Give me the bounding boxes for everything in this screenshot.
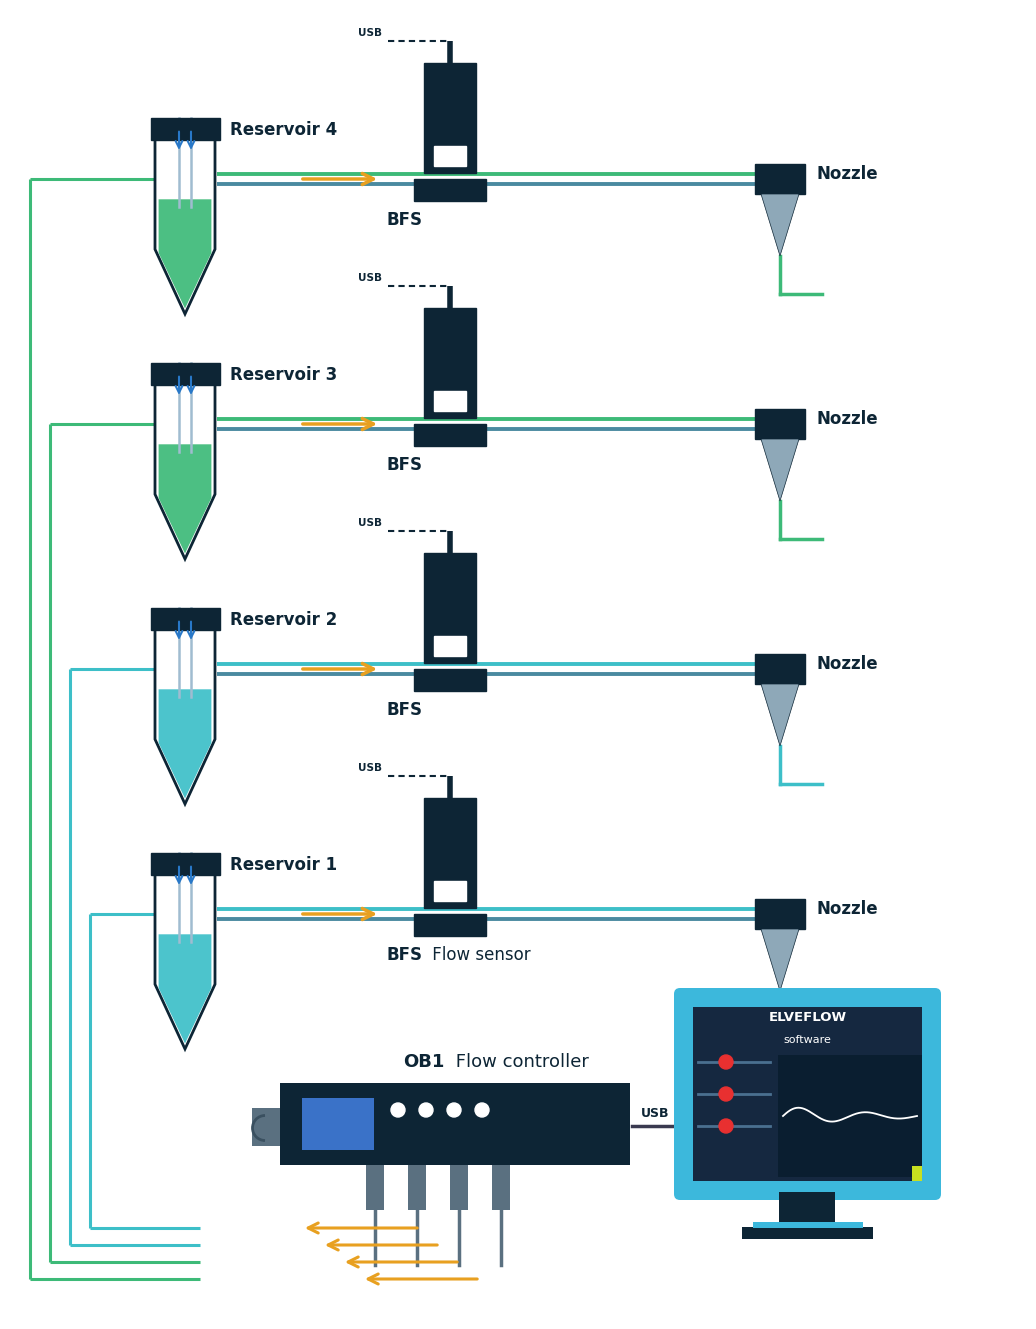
Polygon shape	[761, 929, 799, 991]
Polygon shape	[159, 934, 211, 1043]
Text: USB: USB	[358, 28, 382, 39]
Bar	[450, 1166, 468, 1209]
Text: Reservoir 2: Reservoir 2	[230, 611, 338, 629]
Bar	[150, 607, 220, 630]
Text: ELVEFLOW: ELVEFLOW	[769, 1011, 846, 1025]
Text: Reservoir 4: Reservoir 4	[230, 121, 338, 140]
Bar	[912, 1166, 922, 1181]
Polygon shape	[155, 373, 215, 560]
Bar	[424, 308, 476, 419]
Text: USB: USB	[358, 518, 382, 528]
Bar	[755, 654, 805, 684]
Bar	[150, 363, 220, 385]
Text: USB: USB	[358, 272, 382, 283]
Bar	[414, 668, 486, 691]
Polygon shape	[155, 864, 215, 1049]
Text: BFS: BFS	[386, 700, 422, 719]
FancyBboxPatch shape	[674, 987, 941, 1200]
Bar	[424, 797, 476, 908]
Bar	[743, 1227, 872, 1239]
Bar	[150, 118, 220, 140]
Circle shape	[474, 1103, 489, 1116]
Text: Nozzle: Nozzle	[817, 655, 879, 672]
Text: Flow sensor: Flow sensor	[427, 946, 530, 964]
Text: Nozzle: Nozzle	[817, 165, 879, 183]
Bar	[434, 637, 466, 657]
Bar	[414, 179, 486, 201]
Text: Nozzle: Nozzle	[817, 900, 879, 918]
Text: BFS: BFS	[386, 456, 422, 474]
Bar	[755, 898, 805, 929]
Text: software: software	[783, 1035, 832, 1045]
Bar	[778, 1055, 922, 1177]
Circle shape	[447, 1103, 461, 1116]
Text: OB1: OB1	[404, 1053, 445, 1071]
Bar	[752, 1221, 863, 1228]
Bar	[434, 146, 466, 166]
Bar	[755, 163, 805, 194]
Polygon shape	[155, 619, 215, 804]
Polygon shape	[159, 444, 211, 553]
Bar	[303, 1098, 374, 1150]
Bar	[414, 424, 486, 447]
Text: Nozzle: Nozzle	[817, 411, 879, 428]
Polygon shape	[761, 194, 799, 256]
Bar	[434, 881, 466, 901]
Text: Flow controller: Flow controller	[450, 1053, 588, 1071]
Bar	[492, 1166, 510, 1209]
Bar	[366, 1166, 384, 1209]
Polygon shape	[159, 199, 211, 308]
Circle shape	[391, 1103, 405, 1116]
Circle shape	[719, 1087, 733, 1100]
Bar	[755, 409, 805, 439]
Bar	[252, 1108, 280, 1146]
Bar	[424, 553, 476, 663]
Text: Reservoir 3: Reservoir 3	[230, 365, 338, 384]
Bar	[414, 914, 486, 936]
Text: USB: USB	[358, 763, 382, 773]
Bar	[280, 1083, 630, 1166]
Text: BFS: BFS	[386, 946, 422, 964]
Bar	[779, 1192, 835, 1229]
Text: USB: USB	[640, 1107, 669, 1120]
Bar	[424, 62, 476, 173]
Polygon shape	[761, 439, 799, 501]
Text: Reservoir 1: Reservoir 1	[230, 856, 337, 874]
Bar	[434, 391, 466, 411]
Polygon shape	[155, 129, 215, 314]
Circle shape	[419, 1103, 433, 1116]
Text: BFS: BFS	[386, 211, 422, 229]
Polygon shape	[761, 684, 799, 746]
Bar	[693, 1007, 922, 1181]
Polygon shape	[159, 690, 211, 799]
Circle shape	[719, 1055, 733, 1069]
Bar	[150, 853, 220, 874]
Bar	[408, 1166, 426, 1209]
Circle shape	[719, 1119, 733, 1134]
